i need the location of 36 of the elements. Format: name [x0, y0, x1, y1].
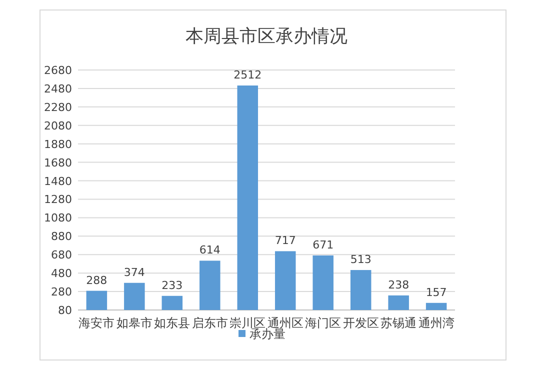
x-tick-label: 海安市 [78, 316, 115, 330]
x-tick-label: 如皋市 [116, 316, 152, 330]
data-label: 671 [312, 238, 334, 252]
y-tick-label: 880 [51, 230, 72, 244]
y-tick-label: 80 [58, 304, 72, 317]
data-label: 2512 [234, 68, 262, 82]
x-tick-label: 如东县 [154, 316, 190, 330]
y-tick-label: 1480 [44, 174, 72, 188]
legend-label: 承办量 [250, 327, 286, 341]
data-label: 614 [199, 244, 220, 257]
x-tick-label: 苏锡通 [380, 316, 417, 330]
y-tick-label: 1080 [44, 212, 72, 225]
y-tick-label: 280 [51, 286, 72, 299]
y-tick-label: 1880 [44, 138, 72, 151]
x-tick-label: 开发区 [342, 316, 379, 330]
data-label: 157 [426, 286, 447, 299]
x-tick-label: 通州区 [267, 316, 304, 330]
x-tick-label: 通州湾 [418, 316, 454, 330]
data-label: 238 [388, 278, 410, 292]
y-tick-label: 2480 [44, 82, 72, 96]
y-tick-label: 480 [51, 267, 72, 280]
x-tick-label: 海门区 [305, 316, 342, 330]
data-label: 288 [86, 274, 108, 287]
data-label: 717 [274, 234, 296, 248]
y-tick-label: 2280 [44, 100, 72, 114]
data-label: 233 [162, 278, 183, 292]
x-tick-label: 启东市 [192, 316, 228, 330]
data-label: 374 [124, 266, 145, 279]
data-label: 513 [350, 253, 372, 266]
y-tick-label: 1680 [44, 156, 72, 170]
chart-title: 本周县市区承办情况 [186, 26, 348, 47]
x-tick-label: 崇川区 [230, 316, 266, 330]
y-tick-label: 2080 [44, 119, 72, 132]
y-tick-label: 2680 [44, 64, 72, 77]
y-tick-label: 680 [51, 248, 72, 262]
y-tick-label: 1280 [44, 193, 72, 206]
